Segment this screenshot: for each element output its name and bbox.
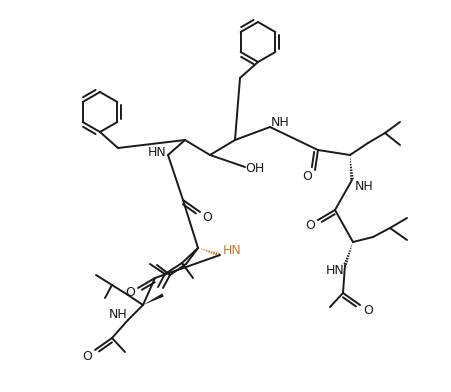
Text: NH: NH	[354, 180, 373, 192]
Text: O: O	[305, 218, 315, 232]
Text: NH: NH	[109, 309, 127, 321]
Text: O: O	[202, 211, 212, 223]
Polygon shape	[143, 294, 164, 305]
Text: O: O	[302, 169, 312, 183]
Text: HN: HN	[326, 263, 345, 276]
Text: NH: NH	[271, 116, 290, 129]
Text: HN: HN	[147, 145, 166, 158]
Text: O: O	[125, 285, 135, 298]
Text: OH: OH	[245, 162, 265, 174]
Text: HN: HN	[223, 243, 241, 256]
Text: O: O	[82, 350, 92, 363]
Text: O: O	[363, 303, 373, 316]
